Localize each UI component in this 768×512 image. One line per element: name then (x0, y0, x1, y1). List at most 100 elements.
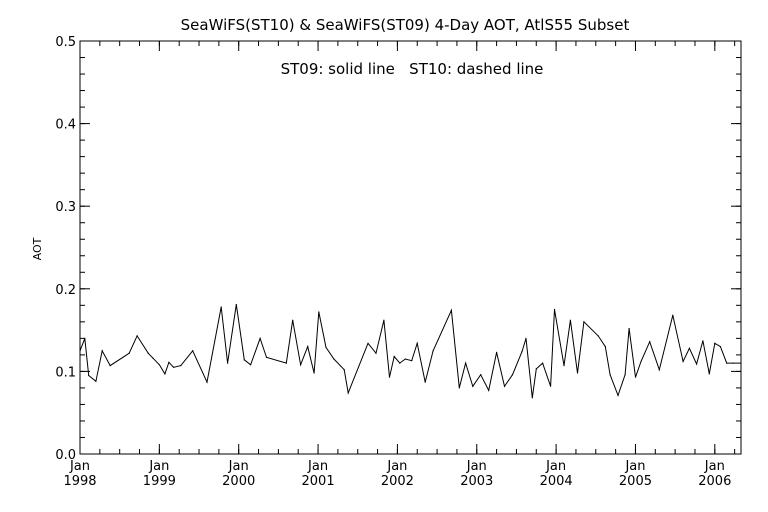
data-point (658, 369, 660, 371)
data-point (597, 335, 599, 337)
data-point (563, 365, 565, 367)
x-tick-year-label: 2003 (460, 474, 493, 489)
data-point (553, 308, 556, 311)
data-point (583, 321, 585, 323)
data-point (465, 362, 467, 364)
data-point (265, 356, 268, 358)
x-tick-month-label: Jan (69, 459, 90, 474)
data-point (569, 319, 571, 321)
series-layer (79, 303, 742, 399)
data-point (259, 337, 261, 339)
data-point (732, 362, 734, 364)
data-point (702, 340, 704, 342)
plot-frame (79, 40, 742, 455)
x-tick-month-label: Jan (148, 459, 169, 474)
data-point (318, 311, 320, 313)
chart-title: SeaWiFS(ST10) & SeaWiFS(ST09) 4-Day AOT,… (181, 16, 630, 34)
data-point (714, 342, 716, 344)
x-tick-year-label: 1998 (63, 474, 96, 489)
y-tick-label: 0.1 (55, 365, 76, 380)
data-point (158, 364, 160, 366)
x-tick-year-label: 2001 (302, 474, 335, 489)
data-point (604, 346, 606, 348)
data-point (243, 359, 245, 361)
data-point (147, 352, 149, 354)
data-point (576, 372, 579, 374)
data-point (521, 350, 523, 353)
data-point (375, 352, 377, 354)
data-point (432, 350, 434, 352)
data-point (531, 397, 533, 399)
data-point (399, 362, 401, 364)
x-tick-month-label: Jan (228, 459, 249, 474)
data-point (542, 362, 544, 364)
data-point (226, 362, 229, 364)
y-axis-ticks: 0.0 0.1 0.2 0.3 0.4 0.5 (55, 35, 741, 463)
data-point (95, 380, 97, 382)
data-point (549, 385, 552, 387)
data-point (333, 358, 335, 360)
data-point (525, 337, 527, 339)
data-point (152, 357, 154, 359)
data-point (128, 352, 130, 354)
data-point (173, 366, 175, 368)
data-point (695, 363, 698, 365)
data-point (164, 373, 166, 375)
data-point (416, 342, 418, 344)
data-point (472, 385, 474, 387)
x-tick-year-label: 1999 (143, 474, 176, 489)
data-point (624, 374, 626, 376)
data-point (367, 342, 369, 344)
series-line-solid (79, 304, 741, 398)
data-point (101, 350, 103, 352)
data-point (424, 381, 426, 383)
data-point (383, 319, 385, 321)
data-point (719, 346, 721, 348)
data-point (180, 365, 182, 367)
data-point (688, 347, 691, 349)
data-point (450, 309, 452, 311)
x-tick-year-label: 2004 (540, 474, 573, 489)
data-point (388, 376, 391, 378)
data-point (488, 389, 490, 391)
data-point (192, 350, 194, 352)
data-point (88, 374, 90, 377)
data-point (708, 373, 710, 375)
data-point (307, 346, 309, 348)
data-point (285, 362, 287, 364)
x-tick-month-label: Jan (386, 459, 407, 474)
x-tick-month-label: Jan (466, 459, 487, 474)
y-tick-label: 0.3 (55, 200, 76, 215)
data-point (649, 341, 651, 343)
data-point (250, 364, 252, 366)
y-tick-label: 0.5 (55, 35, 76, 50)
data-point (682, 360, 684, 363)
x-tick-year-label: 2006 (698, 474, 731, 489)
data-point (235, 303, 237, 306)
x-tick-year-label: 2000 (222, 474, 255, 489)
data-point (292, 319, 294, 321)
data-point (136, 335, 138, 337)
data-point (84, 337, 86, 339)
x-tick-year-label: 2002 (381, 474, 414, 489)
data-point (168, 361, 170, 363)
x-tick-month-label: Jan (624, 459, 645, 474)
data-point (634, 376, 637, 378)
data-point (726, 362, 728, 364)
data-point (503, 385, 506, 387)
x-tick-month-label: Jan (545, 459, 566, 474)
x-axis-ticks: Jan1998Jan1999Jan2000Jan2001Jan2002Jan20… (63, 41, 736, 489)
data-point (640, 360, 642, 363)
data-point (347, 392, 349, 394)
x-tick-month-label: Jan (307, 459, 328, 474)
data-point (740, 362, 742, 364)
data-point (404, 358, 406, 360)
data-point (109, 365, 111, 367)
data-point (535, 368, 537, 370)
x-tick-year-label: 2005 (619, 474, 652, 489)
data-point (206, 381, 208, 383)
y-tick-label: 0.4 (55, 118, 76, 133)
data-point (313, 372, 315, 374)
